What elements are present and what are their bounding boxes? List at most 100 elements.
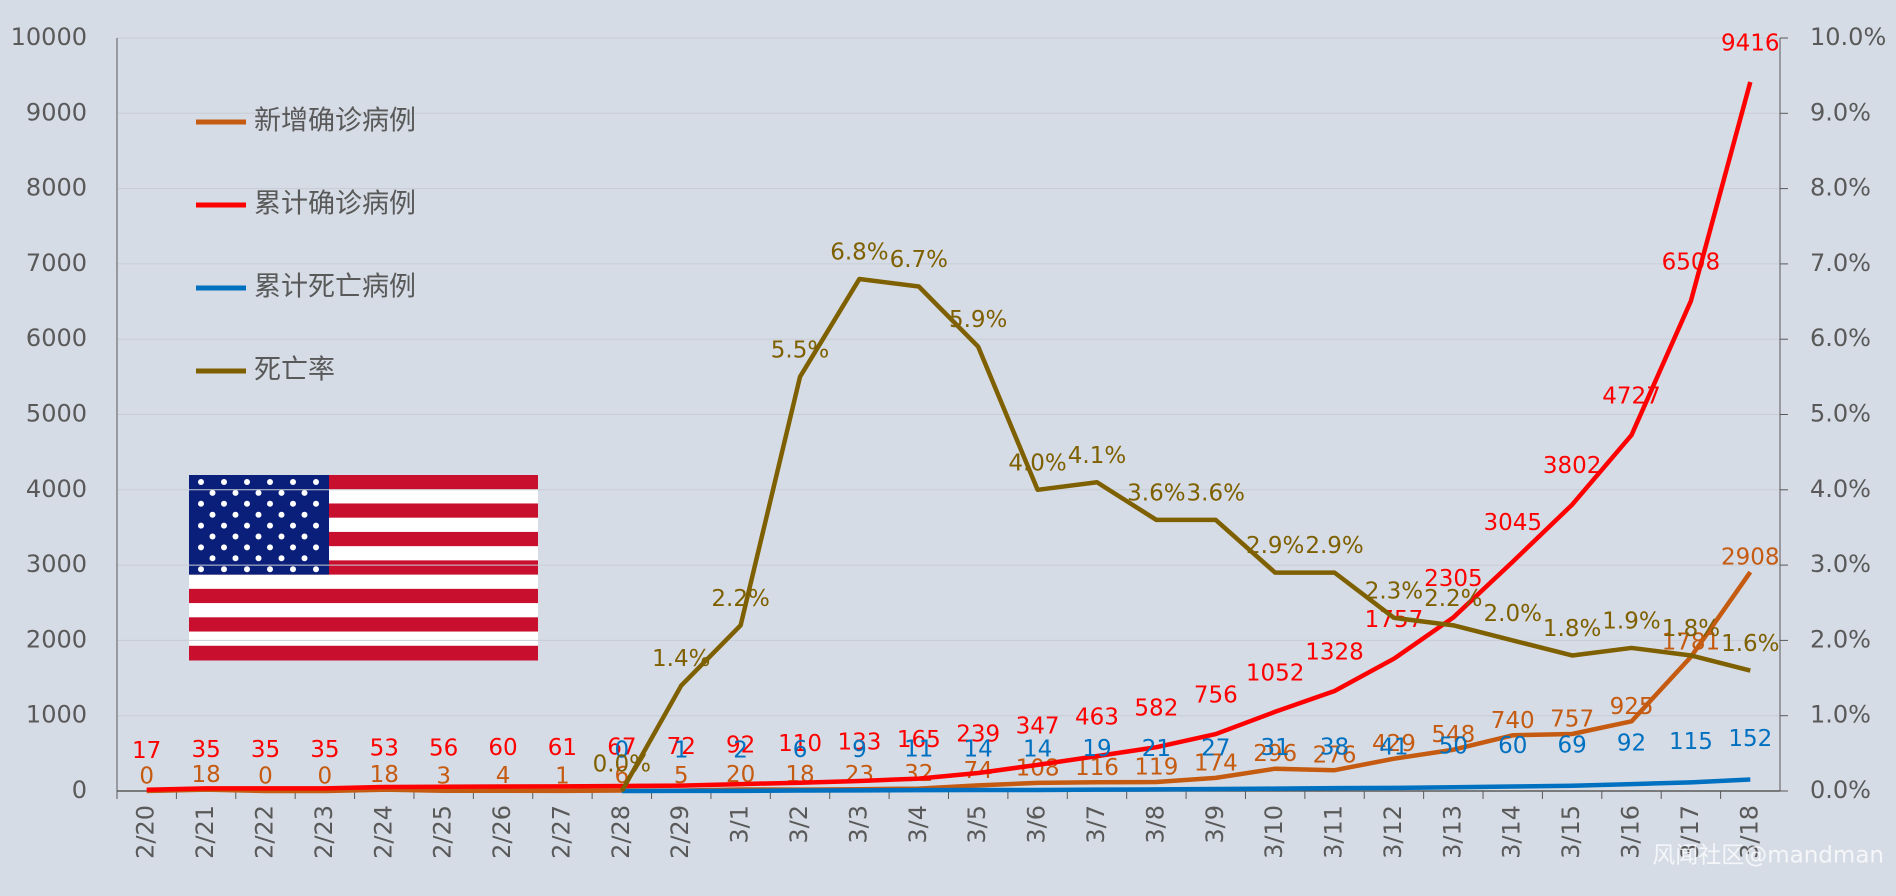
y-tick-label: 7000 bbox=[26, 249, 87, 277]
y-tick-label: 9000 bbox=[26, 98, 87, 126]
flag-star bbox=[209, 489, 216, 496]
flag-star bbox=[290, 522, 296, 529]
x-tick-label: 3/2 bbox=[785, 805, 813, 844]
data-label: 1.8% bbox=[1543, 616, 1601, 642]
data-label: 41 bbox=[1379, 734, 1408, 760]
data-label: 1052 bbox=[1246, 660, 1305, 686]
data-label: 6.8% bbox=[830, 239, 888, 265]
data-label: 72 bbox=[667, 734, 696, 760]
data-label: 165 bbox=[897, 727, 941, 753]
flag-star bbox=[255, 511, 262, 518]
data-label: 18 bbox=[370, 762, 399, 788]
data-label: 757 bbox=[1550, 706, 1594, 732]
flag-star bbox=[278, 511, 285, 518]
flag-star bbox=[278, 533, 285, 540]
y2-tick-label: 6.0% bbox=[1810, 324, 1871, 352]
flag-star bbox=[267, 479, 273, 485]
data-label: 35 bbox=[191, 737, 220, 763]
x-tick-label: 3/3 bbox=[844, 805, 872, 844]
x-tick-label: 3/12 bbox=[1379, 805, 1407, 859]
data-label: 2.2% bbox=[1424, 586, 1482, 612]
flag-star bbox=[221, 522, 227, 529]
flag-star bbox=[232, 511, 239, 518]
data-label: 14 bbox=[964, 736, 993, 762]
x-tick-label: 3/14 bbox=[1498, 805, 1526, 859]
data-label: 61 bbox=[548, 735, 577, 761]
data-label: 0 bbox=[615, 738, 630, 764]
data-label: 31 bbox=[1261, 735, 1290, 761]
data-label: 3 bbox=[436, 763, 451, 789]
y-tick-label: 8000 bbox=[26, 174, 87, 202]
flag-star bbox=[301, 533, 308, 540]
data-label: 119 bbox=[1134, 755, 1178, 781]
flag-star bbox=[267, 544, 273, 551]
flag-star bbox=[255, 489, 262, 496]
x-tick-label: 2/27 bbox=[547, 805, 575, 859]
flag-star bbox=[198, 544, 204, 551]
flag-stripe bbox=[189, 631, 538, 647]
data-label: 35 bbox=[251, 737, 280, 763]
flag-star bbox=[244, 566, 250, 573]
data-label: 4.1% bbox=[1068, 443, 1126, 469]
data-label: 9 bbox=[852, 737, 867, 763]
flag-star bbox=[255, 555, 262, 562]
x-tick-label: 2/25 bbox=[429, 805, 457, 859]
watermark: 风闻社区@mandman bbox=[1652, 843, 1884, 869]
data-label: 756 bbox=[1194, 683, 1238, 709]
data-label: 152 bbox=[1728, 726, 1772, 752]
data-label: 21 bbox=[1142, 736, 1171, 762]
data-label: 1.9% bbox=[1602, 608, 1660, 634]
y2-tick-label: 10.0% bbox=[1810, 23, 1886, 51]
data-label: 4.0% bbox=[1008, 450, 1066, 476]
x-tick-label: 3/5 bbox=[963, 805, 991, 844]
y-tick-label: 10000 bbox=[11, 23, 87, 51]
flag-star bbox=[221, 566, 227, 573]
data-label: 5 bbox=[674, 763, 689, 789]
series-line bbox=[146, 81, 1753, 792]
data-label: 6508 bbox=[1662, 249, 1721, 275]
flag-star bbox=[221, 500, 227, 507]
flag-star bbox=[232, 489, 239, 496]
flag-star bbox=[209, 533, 216, 540]
data-label: 2.3% bbox=[1365, 578, 1423, 604]
flag-star bbox=[209, 555, 216, 562]
us-flag bbox=[189, 475, 538, 661]
series-line bbox=[621, 777, 1751, 794]
data-label: 2.9% bbox=[1246, 533, 1304, 559]
data-label: 115 bbox=[1669, 729, 1713, 755]
y-tick-label: 5000 bbox=[26, 400, 87, 428]
y2-tick-label: 4.0% bbox=[1810, 475, 1871, 503]
y-tick-label: 4000 bbox=[26, 475, 87, 503]
flag-star bbox=[198, 522, 204, 529]
data-label: 4 bbox=[496, 763, 511, 789]
x-tick-label: 2/21 bbox=[191, 805, 219, 859]
y2-tick-label: 5.0% bbox=[1810, 400, 1871, 428]
data-label: 925 bbox=[1610, 694, 1654, 720]
flag-star bbox=[290, 566, 296, 573]
data-label: 3.6% bbox=[1127, 480, 1185, 506]
data-label: 5.9% bbox=[949, 307, 1007, 333]
data-label: 3.6% bbox=[1187, 480, 1245, 506]
flag-star bbox=[221, 479, 227, 485]
flag-star bbox=[232, 533, 239, 540]
flag-stripe bbox=[189, 574, 538, 590]
data-label: 347 bbox=[1016, 713, 1060, 739]
y2-tick-label: 7.0% bbox=[1810, 249, 1871, 277]
data-label: 35 bbox=[310, 737, 339, 763]
y2-tick-label: 9.0% bbox=[1810, 98, 1871, 126]
data-label: 1.8% bbox=[1662, 616, 1720, 642]
x-tick-label: 3/4 bbox=[904, 805, 932, 844]
flag-star bbox=[244, 500, 250, 507]
x-tick-label: 3/11 bbox=[1320, 805, 1348, 859]
data-label: 3802 bbox=[1543, 453, 1602, 479]
data-label: 1.4% bbox=[652, 646, 710, 672]
data-label: 276 bbox=[1313, 743, 1357, 769]
flag-stripe bbox=[189, 603, 538, 618]
data-label: 1 bbox=[555, 763, 570, 789]
data-label: 740 bbox=[1491, 708, 1535, 734]
data-label: 56 bbox=[429, 735, 458, 761]
data-label: 4727 bbox=[1602, 384, 1661, 410]
flag-star bbox=[221, 544, 227, 551]
